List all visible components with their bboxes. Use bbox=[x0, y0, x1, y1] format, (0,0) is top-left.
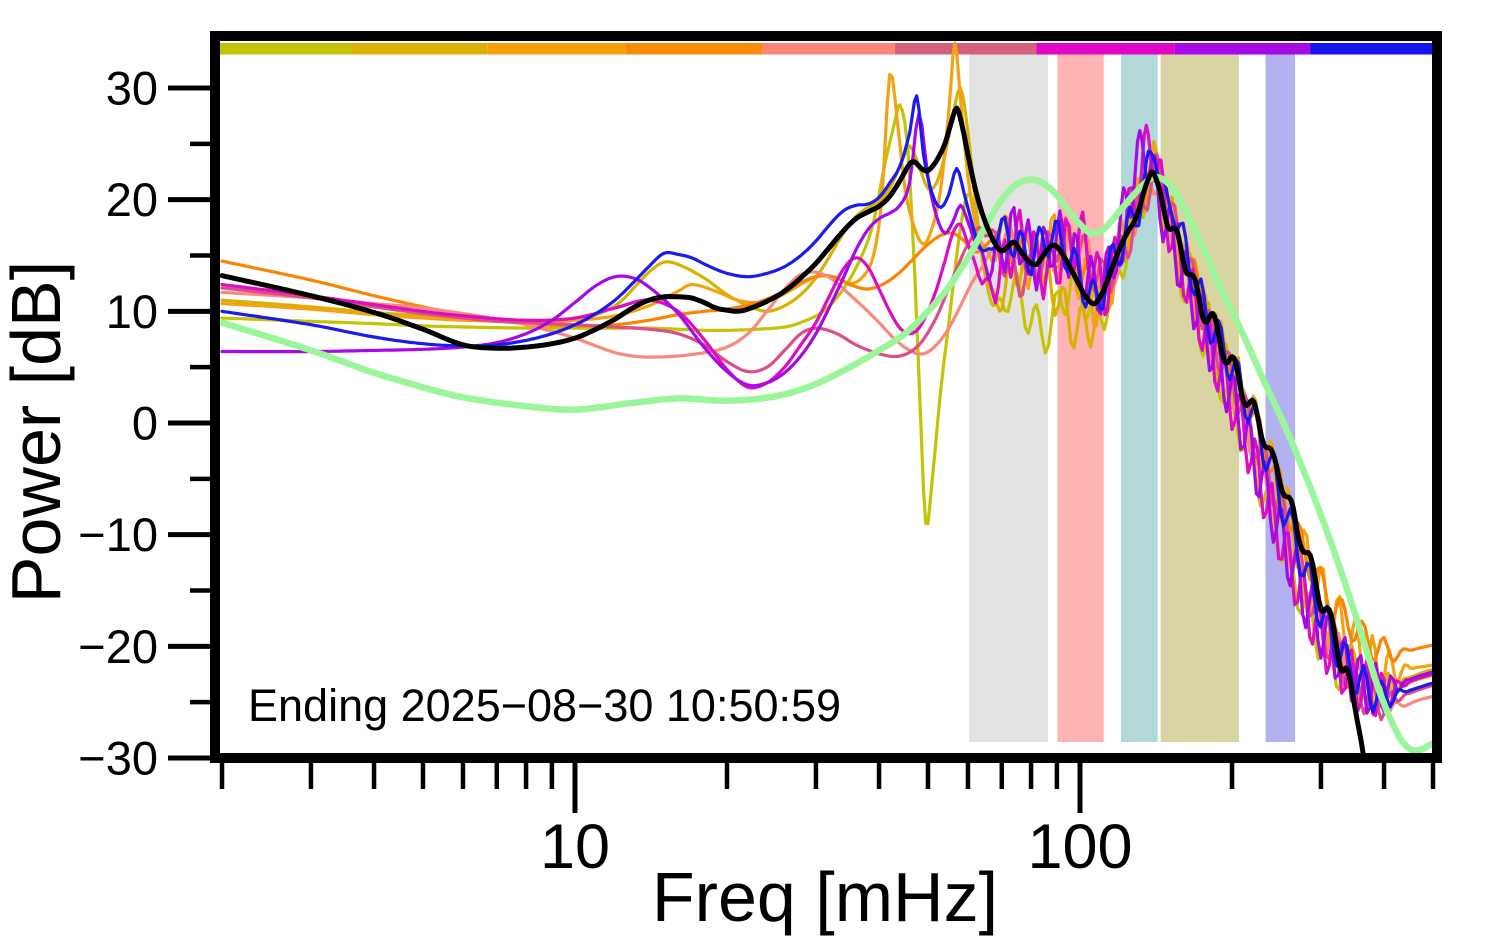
band-gray bbox=[969, 54, 1048, 742]
y-tick-label--30: −30 bbox=[78, 732, 158, 785]
x-tick-label-10: 10 bbox=[540, 812, 610, 882]
curve-rose bbox=[220, 152, 1433, 722]
time-period-colorbar bbox=[215, 43, 1437, 55]
colorbar-segment-6 bbox=[1036, 43, 1175, 55]
y-tick-label-0: 0 bbox=[132, 397, 158, 450]
curve-pale-green bbox=[219, 173, 1433, 754]
colorbar-segment-5 bbox=[894, 43, 1037, 55]
y-axis-title: Power [dB] bbox=[0, 261, 75, 603]
colorbar-segment-4 bbox=[762, 43, 895, 55]
colorbar-segment-2 bbox=[487, 43, 626, 55]
x-axis-title: Freq [mHz] bbox=[652, 858, 998, 936]
y-tick-label-20: 20 bbox=[106, 173, 158, 226]
colorbar-segment-0 bbox=[215, 43, 351, 55]
curve-light-orange bbox=[220, 41, 1433, 696]
colorbar-segment-3 bbox=[625, 43, 763, 55]
colorbar-segment-8 bbox=[1310, 43, 1437, 55]
y-tick-label-10: 10 bbox=[106, 285, 158, 338]
band-olive bbox=[1160, 54, 1239, 742]
plot-frame bbox=[210, 31, 1442, 763]
x-tick-label-100: 100 bbox=[1027, 812, 1132, 882]
y-tick-label--10: −10 bbox=[78, 508, 158, 561]
curve-black-mean bbox=[219, 105, 1367, 758]
band-pink bbox=[1057, 54, 1104, 742]
y-tick-label--20: −20 bbox=[78, 620, 158, 673]
ending-annotation: Ending 2025−08−30 10:50:59 bbox=[248, 680, 841, 731]
colorbar-segment-7 bbox=[1174, 43, 1311, 55]
axis-ticks-layer bbox=[168, 85, 1436, 813]
spectra-curves-layer bbox=[219, 41, 1433, 758]
colorbar-segment-1 bbox=[350, 43, 488, 55]
curve-magenta bbox=[220, 123, 1433, 718]
curve-blue bbox=[220, 94, 1433, 714]
y-tick-label-30: 30 bbox=[106, 62, 158, 115]
